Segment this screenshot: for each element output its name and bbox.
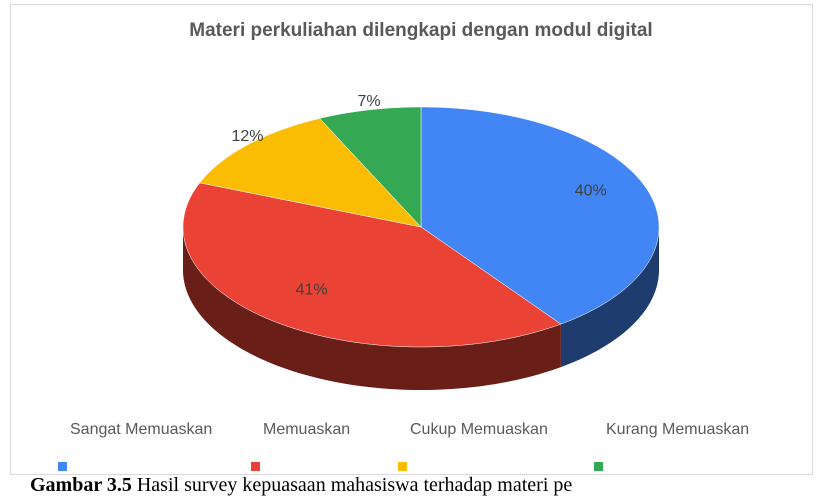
legend-swatch	[594, 462, 603, 471]
pie-slice	[199, 118, 422, 228]
caption-text: Hasil survey kepuasaan mahasiswa terhada…	[136, 474, 573, 496]
pie-slice	[319, 106, 422, 228]
data-label: 40%	[575, 182, 607, 199]
pie-side	[183, 227, 561, 390]
legend-label: Sangat Memuaskan	[70, 421, 212, 438]
data-label: 7%	[358, 93, 381, 110]
caption-label: Gambar 3.5	[30, 474, 132, 496]
legend-swatch	[58, 462, 67, 471]
pie-side	[560, 227, 659, 368]
pie-slice	[182, 182, 562, 348]
data-label: 41%	[296, 281, 328, 298]
legend-swatch	[251, 462, 260, 471]
data-label: 12%	[231, 128, 263, 145]
legend-label: Kurang Memuaskan	[606, 421, 749, 438]
chart-title: Materi perkuliahan dilengkapi dengan mod…	[189, 20, 652, 41]
legend-label: Memuaskan	[263, 421, 350, 438]
pie-slice	[420, 106, 660, 325]
caption: Gambar 3.5 Hasil survey kepuasaan mahasi…	[30, 474, 823, 497]
legend-label: Cukup Memuaskan	[410, 421, 548, 438]
legend-swatch	[398, 462, 407, 471]
